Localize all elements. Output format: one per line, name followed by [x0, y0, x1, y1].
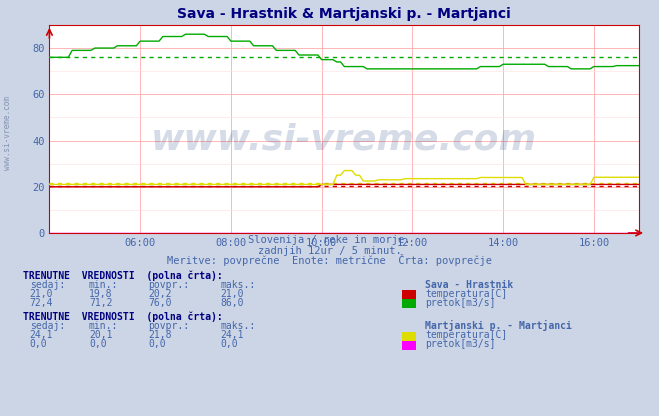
Text: 0,0: 0,0	[221, 339, 239, 349]
Text: Meritve: povprečne  Enote: metrične  Črta: povprečje: Meritve: povprečne Enote: metrične Črta:…	[167, 254, 492, 266]
Text: pretok[m3/s]: pretok[m3/s]	[425, 339, 496, 349]
Title: Sava - Hrastnik & Martjanski p. - Martjanci: Sava - Hrastnik & Martjanski p. - Martja…	[177, 7, 511, 21]
Text: 0,0: 0,0	[30, 339, 47, 349]
Text: min.:: min.:	[89, 322, 119, 332]
Text: TRENUTNE  VREDNOSTI  (polna črta):: TRENUTNE VREDNOSTI (polna črta):	[23, 270, 223, 281]
Text: temperatura[C]: temperatura[C]	[425, 289, 507, 299]
Text: 21,0: 21,0	[221, 289, 244, 299]
Text: www.si-vreme.com: www.si-vreme.com	[3, 96, 13, 170]
Text: www.si-vreme.com: www.si-vreme.com	[152, 122, 537, 156]
Text: 71,2: 71,2	[89, 298, 113, 308]
Text: 0,0: 0,0	[148, 339, 166, 349]
Text: maks.:: maks.:	[221, 280, 256, 290]
Text: Sava - Hrastnik: Sava - Hrastnik	[425, 280, 513, 290]
Text: 20,1: 20,1	[89, 330, 113, 340]
Text: 76,0: 76,0	[148, 298, 172, 308]
Text: TRENUTNE  VREDNOSTI  (polna črta):: TRENUTNE VREDNOSTI (polna črta):	[23, 312, 223, 322]
Text: temperatura[C]: temperatura[C]	[425, 330, 507, 340]
Text: 24,1: 24,1	[30, 330, 53, 340]
Text: 86,0: 86,0	[221, 298, 244, 308]
Text: 21,0: 21,0	[30, 289, 53, 299]
Text: 21,8: 21,8	[148, 330, 172, 340]
Text: povpr.:: povpr.:	[148, 280, 189, 290]
Text: Martjanski p. - Martjanci: Martjanski p. - Martjanci	[425, 320, 572, 332]
Text: zadnjih 12ur / 5 minut.: zadnjih 12ur / 5 minut.	[258, 246, 401, 256]
Text: 0,0: 0,0	[89, 339, 107, 349]
Text: sedaj:: sedaj:	[30, 322, 65, 332]
Text: 72,4: 72,4	[30, 298, 53, 308]
Text: 24,1: 24,1	[221, 330, 244, 340]
Text: maks.:: maks.:	[221, 322, 256, 332]
Text: 20,2: 20,2	[148, 289, 172, 299]
Text: Slovenija / reke in morje.: Slovenija / reke in morje.	[248, 235, 411, 245]
Text: sedaj:: sedaj:	[30, 280, 65, 290]
Text: pretok[m3/s]: pretok[m3/s]	[425, 298, 496, 308]
Text: 19,8: 19,8	[89, 289, 113, 299]
Text: povpr.:: povpr.:	[148, 322, 189, 332]
Text: min.:: min.:	[89, 280, 119, 290]
